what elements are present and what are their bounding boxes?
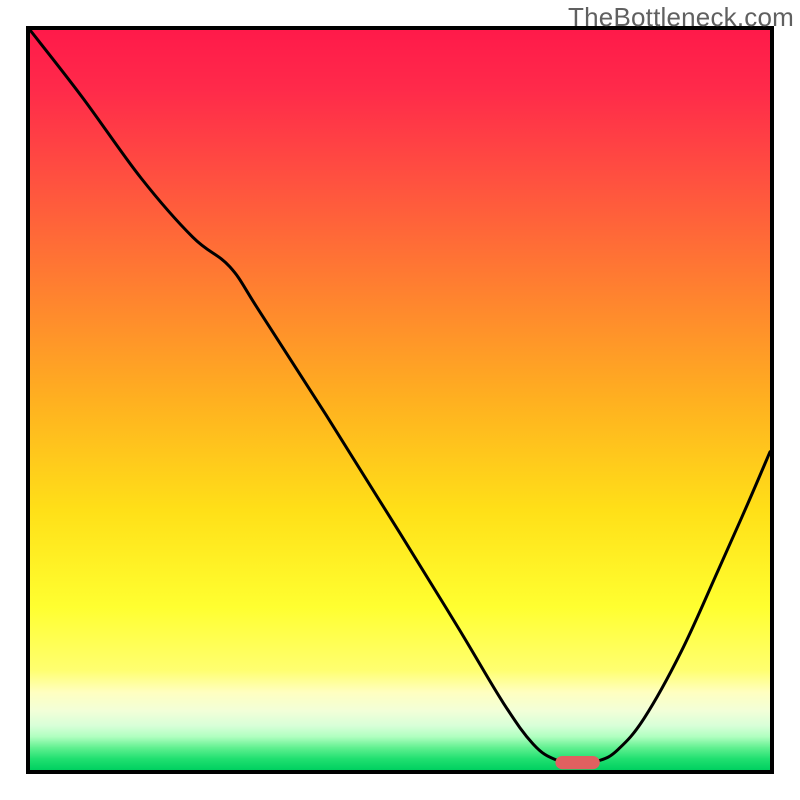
plot-area (26, 26, 774, 774)
chart-frame: TheBottleneck.com (0, 0, 800, 800)
plot-background (30, 30, 770, 770)
watermark-text: TheBottleneck.com (568, 2, 794, 33)
plot-svg (30, 30, 770, 770)
optimal-marker (555, 756, 599, 769)
marker-layer (555, 756, 599, 769)
